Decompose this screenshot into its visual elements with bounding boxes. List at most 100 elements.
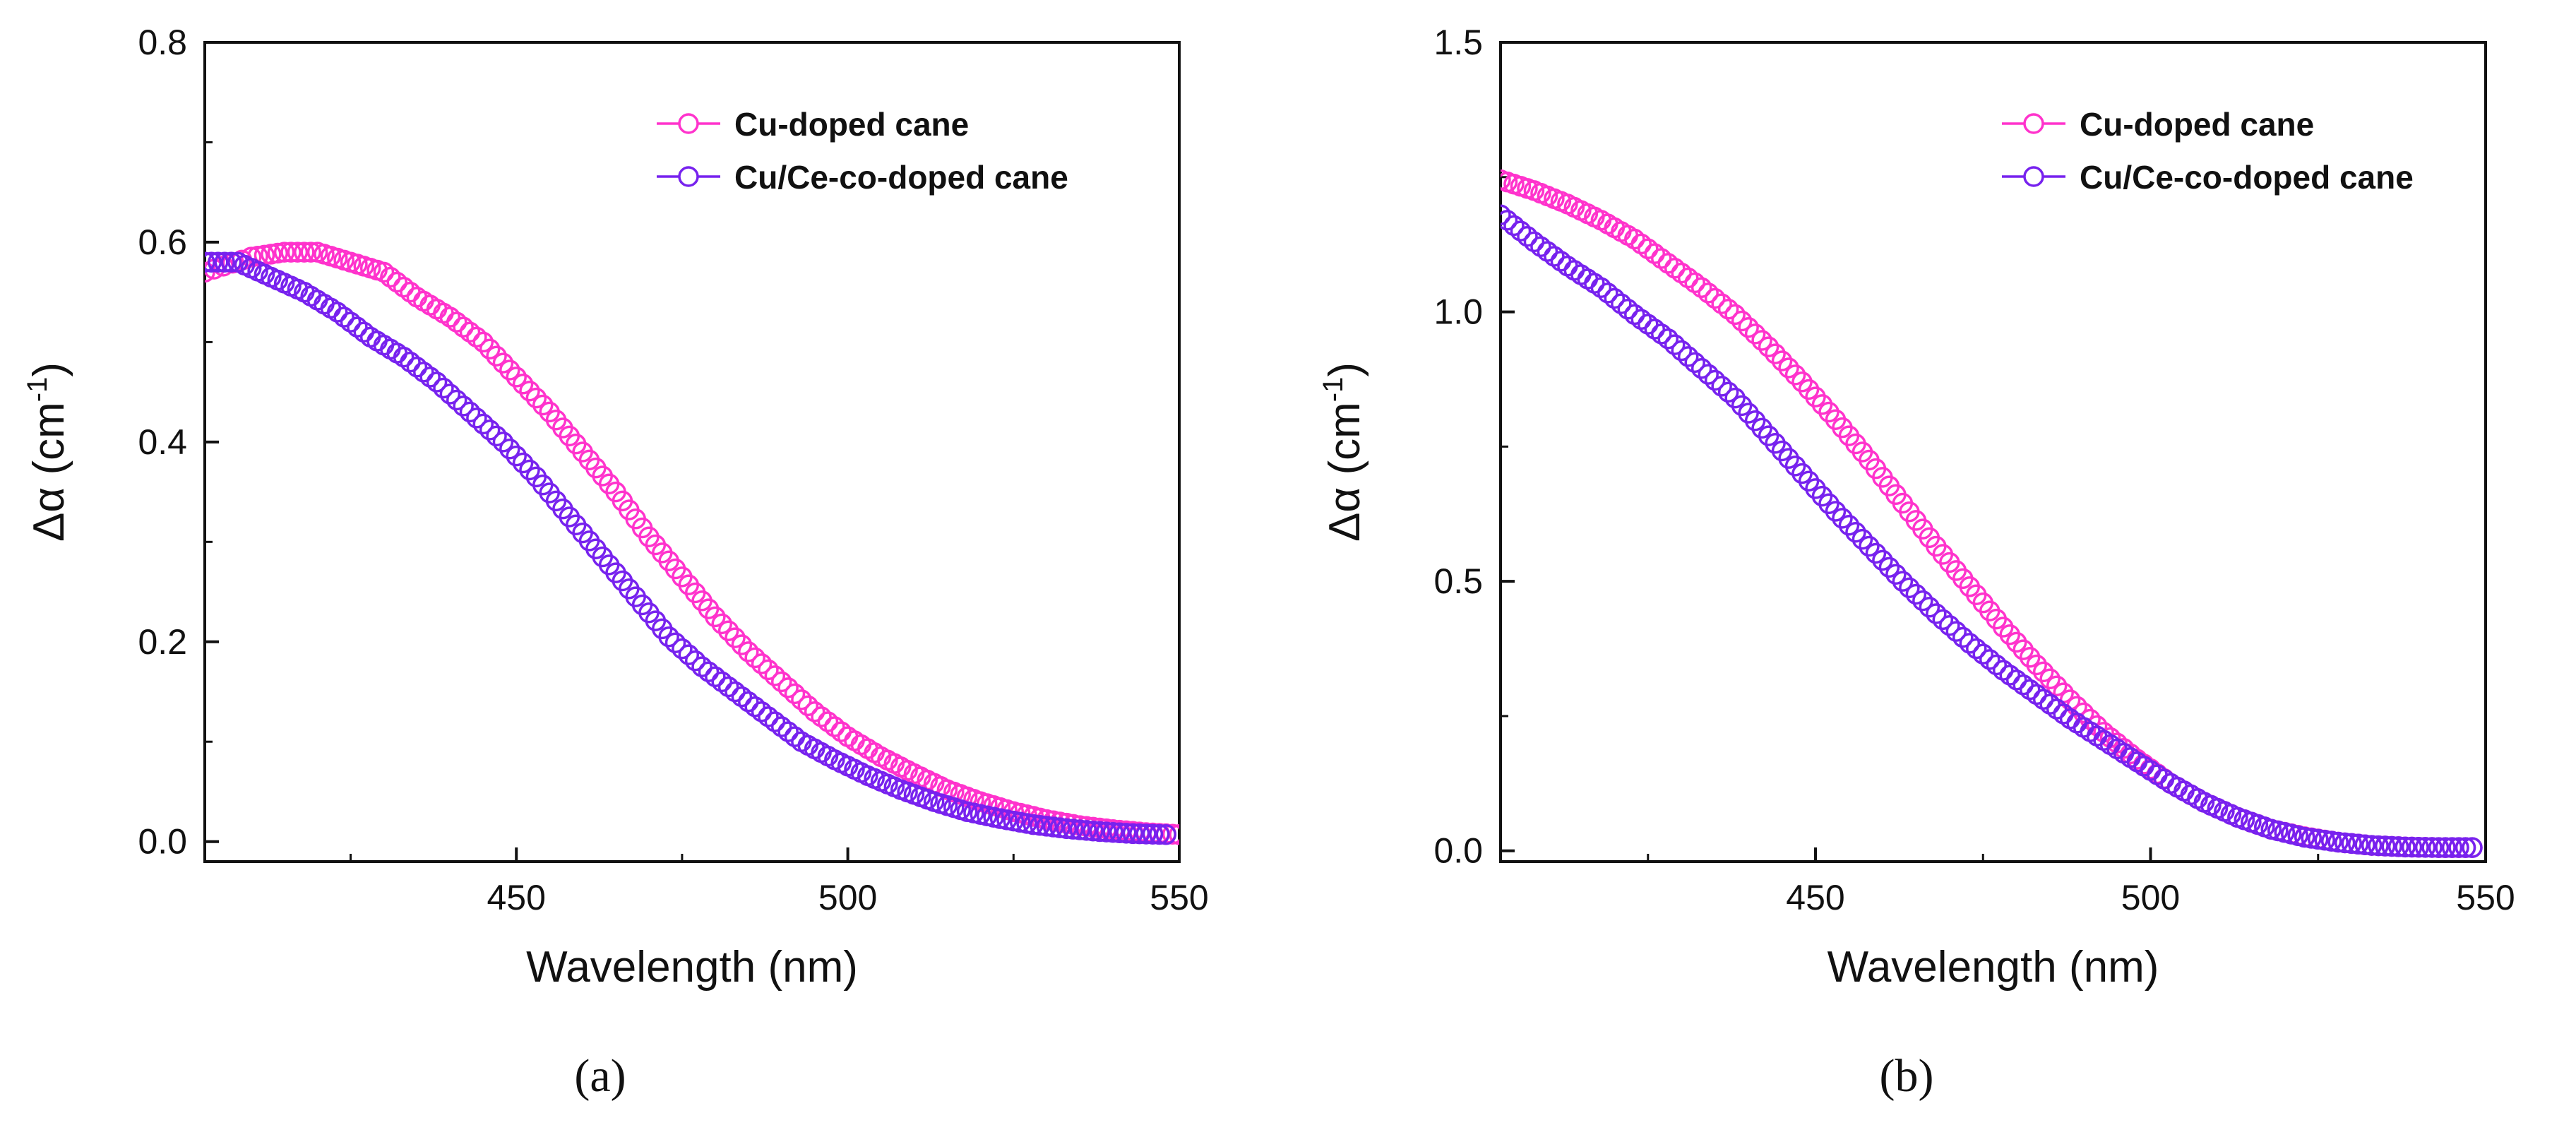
plot-area: [1501, 169, 2483, 858]
legend-marker: [2023, 113, 2044, 134]
data-point: [744, 647, 765, 669]
data-point: [1751, 417, 1772, 439]
data-point: [1056, 818, 1078, 840]
legend-label: Cu-doped cane: [734, 106, 969, 143]
data-point: [2408, 836, 2429, 858]
data-point: [1597, 282, 1618, 304]
data-point: [744, 696, 765, 718]
data-point: [340, 311, 362, 333]
data-point: [1109, 822, 1131, 844]
data-point: [1959, 633, 1981, 654]
data-point: [2341, 833, 2362, 855]
data-point: [1771, 440, 1793, 462]
data-point: [817, 711, 839, 732]
data-point: [1501, 169, 1511, 191]
panel-label: (b): [1880, 1050, 1934, 1102]
data-point: [777, 677, 799, 698]
data-point: [1501, 210, 1518, 231]
data-point: [453, 316, 474, 338]
data-point: [1919, 597, 1940, 618]
data-point: [1738, 316, 1759, 338]
data-point: [2374, 835, 2396, 857]
data-point: [1939, 614, 1960, 636]
y-tick-label: 1.0: [1433, 292, 1483, 332]
data-point: [1865, 542, 1887, 564]
data-point: [2314, 830, 2335, 851]
y-axis-label-close: ): [1320, 362, 1369, 377]
data-point: [2320, 831, 2342, 852]
data-point: [492, 431, 514, 453]
data-point: [386, 271, 407, 293]
data-point: [446, 389, 467, 411]
data-point: [1966, 638, 1987, 660]
y-axis-label-main: Δα (cm: [25, 402, 73, 542]
data-point: [1102, 821, 1123, 843]
data-point: [1899, 577, 1920, 599]
data-point: [824, 716, 845, 737]
data-point: [1122, 823, 1144, 845]
data-point: [1905, 583, 1927, 605]
data-point: [717, 676, 739, 698]
data-point: [1738, 403, 1759, 424]
data-point: [2039, 668, 2061, 690]
data-point: [2334, 832, 2356, 854]
data-point: [1711, 376, 1732, 397]
legend-label: Cu-doped cane: [2080, 106, 2314, 143]
data-point: [1095, 821, 1117, 843]
data-point: [433, 377, 454, 399]
data-point: [466, 326, 487, 348]
data-point: [1711, 293, 1732, 314]
data-point: [2441, 837, 2463, 858]
data-point: [731, 634, 753, 655]
data-point: [1611, 293, 1632, 314]
data-point: [1155, 824, 1176, 845]
legend-marker: [678, 113, 699, 134]
y-tick-label: 0.0: [1433, 831, 1483, 871]
data-point: [273, 242, 295, 263]
data-point: [1690, 277, 1712, 298]
data-point: [1878, 556, 1900, 578]
data-point: [2073, 702, 2094, 724]
x-tick-label: 500: [818, 878, 877, 917]
data-point: [1149, 823, 1170, 845]
data-point: [486, 425, 507, 447]
data-point: [705, 666, 726, 688]
data-point: [1704, 369, 1726, 391]
data-point: [1684, 352, 1705, 374]
data-point: [1885, 564, 1907, 585]
data-point: [2395, 836, 2416, 858]
y-axis-label-close: ): [25, 362, 73, 377]
data-point: [1135, 823, 1157, 845]
data-point: [797, 695, 819, 717]
data-point: [459, 401, 481, 423]
data-point: [2448, 837, 2469, 858]
data-point: [1852, 528, 1873, 550]
data-point: [2301, 828, 2322, 849]
data-point: [406, 357, 428, 378]
data-point: [1030, 815, 1051, 836]
data-point: [1590, 277, 1612, 298]
data-point: [1765, 433, 1786, 454]
data-point: [758, 706, 779, 727]
data-point: [2294, 826, 2315, 848]
data-point: [1063, 819, 1084, 840]
data-point: [664, 632, 686, 653]
data-point: [2019, 647, 2041, 668]
data-point: [1517, 225, 1538, 247]
data-point: [1791, 371, 1813, 393]
data-point: [479, 419, 501, 441]
series-cu-ce-co-doped: [205, 251, 1176, 845]
data-point: [287, 242, 309, 263]
data-point: [1771, 350, 1793, 371]
data-point: [261, 244, 282, 265]
data-point: [220, 251, 242, 273]
data-point: [1075, 820, 1097, 841]
data-point: [519, 459, 540, 481]
data-point: [280, 242, 302, 263]
data-point: [770, 716, 792, 737]
y-tick-label: 1.5: [1433, 23, 1483, 62]
y-tick-label: 0.6: [138, 222, 187, 262]
data-point: [479, 338, 501, 360]
data-point: [512, 374, 534, 395]
